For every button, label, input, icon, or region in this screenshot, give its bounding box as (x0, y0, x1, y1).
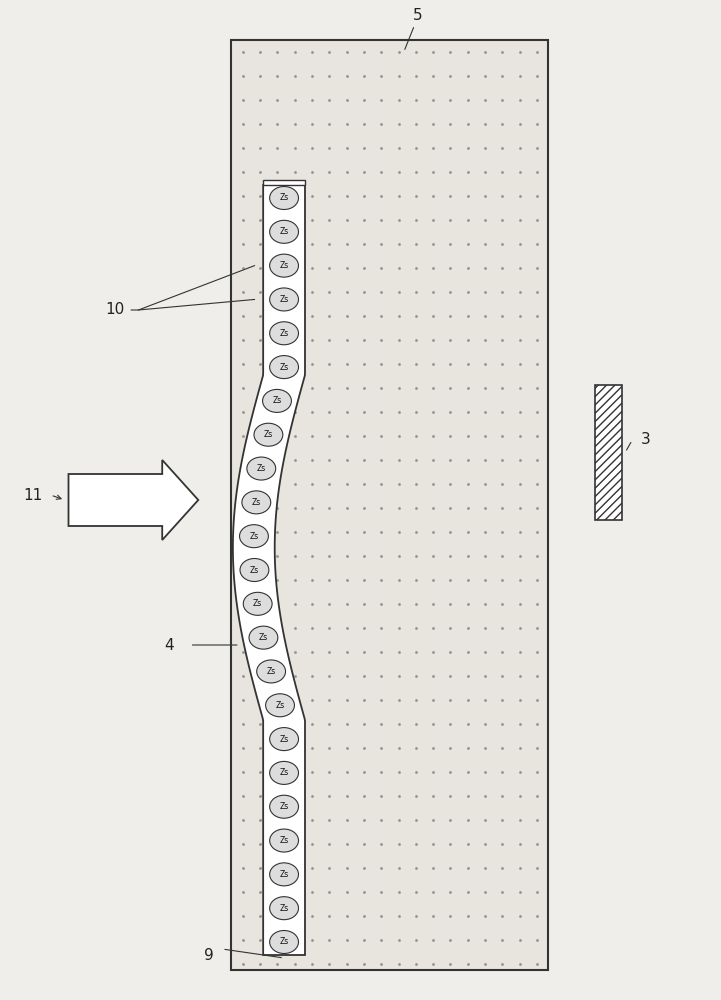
Text: Zs: Zs (280, 938, 288, 946)
Text: 11: 11 (23, 488, 42, 502)
Text: Zs: Zs (275, 701, 285, 710)
Text: Zs: Zs (273, 396, 282, 405)
Text: Zs: Zs (253, 599, 262, 608)
Text: 9: 9 (204, 948, 214, 962)
Ellipse shape (254, 423, 283, 446)
Ellipse shape (270, 728, 298, 751)
Text: Zs: Zs (249, 532, 259, 541)
Ellipse shape (270, 254, 298, 277)
Text: Zs: Zs (280, 904, 288, 913)
Ellipse shape (257, 660, 286, 683)
Ellipse shape (270, 829, 298, 852)
Ellipse shape (270, 863, 298, 886)
Ellipse shape (270, 356, 298, 379)
Ellipse shape (270, 795, 298, 818)
Text: Zs: Zs (249, 566, 259, 575)
Ellipse shape (270, 220, 298, 243)
Ellipse shape (265, 694, 294, 717)
Bar (231, 40, 548, 970)
Ellipse shape (270, 897, 298, 920)
Ellipse shape (249, 626, 278, 649)
Polygon shape (233, 185, 305, 955)
Ellipse shape (270, 288, 298, 311)
Text: Zs: Zs (280, 295, 288, 304)
Text: Zs: Zs (280, 768, 288, 777)
Ellipse shape (239, 525, 268, 548)
Text: 4: 4 (164, 638, 174, 652)
Text: Zs: Zs (267, 667, 275, 676)
Polygon shape (68, 460, 198, 540)
Ellipse shape (262, 389, 291, 412)
Text: 10: 10 (106, 302, 125, 318)
Text: Zs: Zs (280, 802, 288, 811)
Ellipse shape (247, 457, 275, 480)
Text: Zs: Zs (252, 498, 261, 507)
Text: Zs: Zs (259, 633, 268, 642)
Text: Zs: Zs (280, 735, 288, 744)
Text: Zs: Zs (280, 261, 288, 270)
Text: Zs: Zs (280, 870, 288, 879)
Ellipse shape (270, 322, 298, 345)
Ellipse shape (270, 930, 298, 954)
Text: Zs: Zs (264, 430, 273, 439)
Ellipse shape (240, 559, 269, 582)
Text: 5: 5 (413, 7, 423, 22)
Text: Zs: Zs (280, 194, 288, 202)
Ellipse shape (270, 186, 298, 210)
Bar (263, 180, 305, 185)
Text: Zs: Zs (280, 836, 288, 845)
Bar (595, 385, 622, 520)
Text: Zs: Zs (280, 363, 288, 372)
Ellipse shape (270, 761, 298, 784)
Ellipse shape (242, 491, 270, 514)
Text: Zs: Zs (280, 329, 288, 338)
Text: Zs: Zs (257, 464, 266, 473)
Ellipse shape (243, 592, 272, 615)
Text: 3: 3 (640, 432, 650, 448)
Text: Zs: Zs (280, 227, 288, 236)
